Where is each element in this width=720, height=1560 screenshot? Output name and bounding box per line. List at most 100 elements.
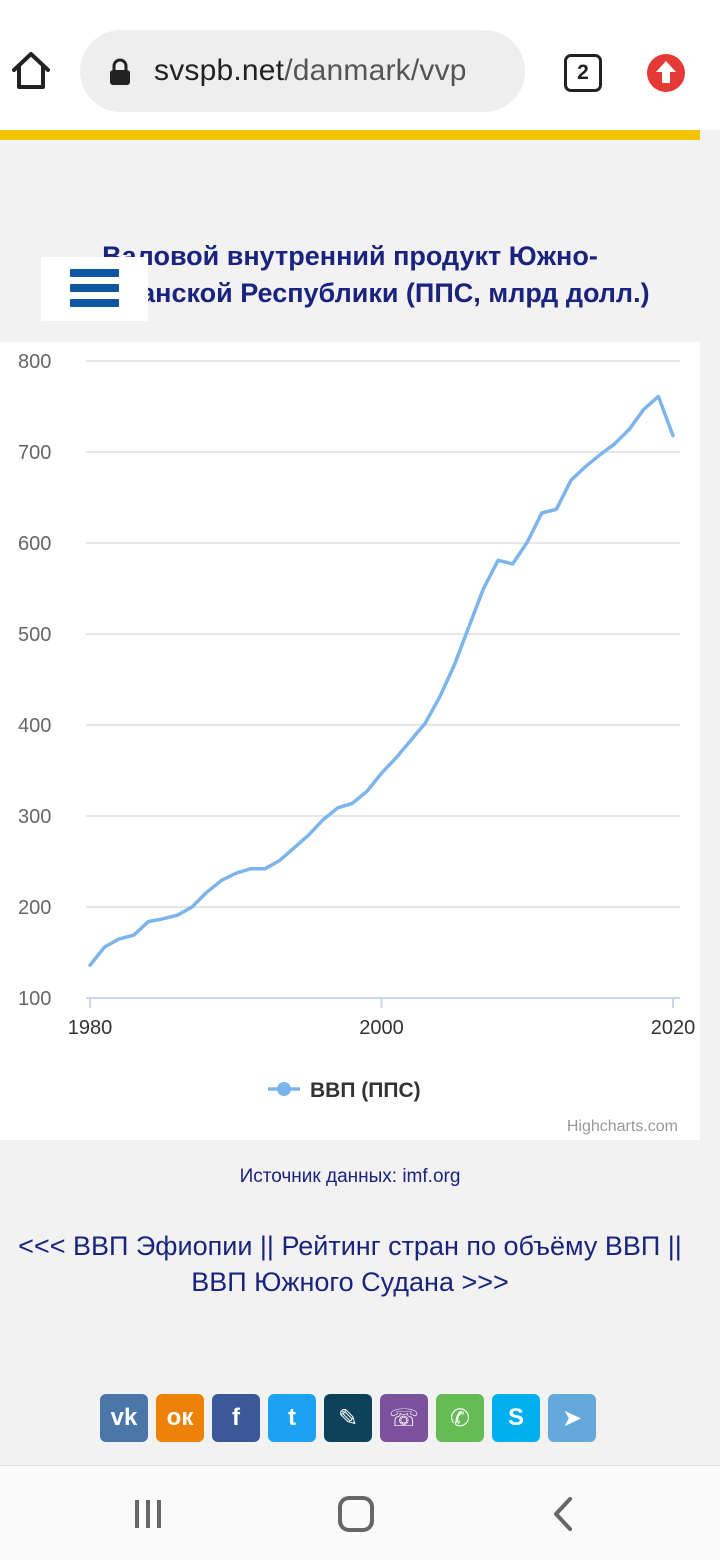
data-point[interactable]: [521, 536, 533, 548]
data-point[interactable]: [550, 503, 562, 515]
nav-separator: ||: [252, 1231, 282, 1261]
data-point[interactable]: [448, 659, 460, 671]
livejournal-icon: ✎: [337, 1404, 359, 1432]
y-tick-label: 400: [18, 715, 51, 737]
android-navigation-bar: [0, 1465, 720, 1560]
y-tick-label: 500: [18, 624, 51, 646]
url-text: svspb.net/danmark/vvp: [154, 54, 467, 88]
data-point[interactable]: [142, 916, 154, 928]
twitter-icon: t: [288, 1404, 296, 1431]
data-point[interactable]: [376, 767, 388, 779]
data-point[interactable]: [478, 583, 490, 595]
chart-title-line1: Валовой внутренний продукт Южно-: [102, 241, 598, 271]
data-point[interactable]: [361, 785, 373, 797]
vk-icon: vk: [110, 1404, 138, 1431]
data-point[interactable]: [434, 691, 446, 703]
data-point[interactable]: [303, 829, 315, 841]
legend[interactable]: ВВП (ППС): [268, 1079, 421, 1102]
data-point[interactable]: [171, 909, 183, 921]
data-point[interactable]: [638, 403, 650, 415]
hamburger-menu-button[interactable]: [41, 257, 148, 321]
share-odnoklassniki-button[interactable]: ок: [156, 1394, 204, 1442]
share-livejournal-button[interactable]: ✎: [324, 1394, 372, 1442]
skype-icon: S: [507, 1404, 524, 1431]
data-point[interactable]: [492, 554, 504, 566]
data-point[interactable]: [405, 734, 417, 746]
y-tick-label: 700: [18, 442, 51, 464]
data-point[interactable]: [215, 875, 227, 887]
hamburger-menu-icon-bar: [70, 284, 119, 292]
address-bar[interactable]: svspb.net/danmark/vvp: [80, 30, 525, 112]
data-point[interactable]: [652, 390, 664, 402]
odnoklassniki-icon: ок: [166, 1404, 194, 1431]
data-point[interactable]: [609, 438, 621, 450]
data-point[interactable]: [128, 929, 140, 941]
data-point[interactable]: [623, 423, 635, 435]
x-axis: 1980 2000 2020: [68, 997, 696, 1039]
data-point[interactable]: [463, 621, 475, 633]
telegram-icon: ➤: [561, 1404, 583, 1432]
x-tick-label: 1980: [68, 1017, 113, 1039]
share-skype-button[interactable]: S: [492, 1394, 540, 1442]
data-point[interactable]: [565, 474, 577, 486]
tab-switcher-button[interactable]: 2: [564, 54, 602, 92]
back-icon[interactable]: [550, 1496, 576, 1532]
share-telegram-button[interactable]: ➤: [548, 1394, 596, 1442]
data-point[interactable]: [317, 814, 329, 826]
next-country-link[interactable]: ВВП Южного Судана >>>: [191, 1267, 509, 1297]
data-point[interactable]: [186, 901, 198, 913]
x-tick-label: 2000: [359, 1017, 404, 1039]
highcharts-credits[interactable]: Highcharts.com: [567, 1118, 678, 1135]
data-point[interactable]: [419, 717, 431, 729]
hamburger-menu-icon-bar: [70, 299, 119, 307]
share-twitter-button[interactable]: t: [268, 1394, 316, 1442]
country-rating-link[interactable]: Рейтинг стран по объёму ВВП: [281, 1231, 661, 1261]
data-point[interactable]: [273, 855, 285, 867]
series-line-gdp-ppp[interactable]: [88, 394, 675, 967]
share-facebook-button[interactable]: f: [212, 1394, 260, 1442]
data-point[interactable]: [244, 863, 256, 875]
data-point[interactable]: [259, 863, 271, 875]
share-whatsapp-button[interactable]: ✆: [436, 1394, 484, 1442]
nav-separator: ||: [660, 1231, 682, 1261]
data-point[interactable]: [157, 913, 169, 925]
header-accent-line: [0, 130, 700, 140]
recent-apps-icon[interactable]: [132, 1498, 164, 1530]
data-point[interactable]: [536, 507, 548, 519]
data-point[interactable]: [230, 867, 242, 879]
data-point[interactable]: [390, 752, 402, 764]
chart-panel: 100 200 300 400 500 600 700 800 1980 2000 2020 ВВ…: [0, 342, 700, 1140]
whatsapp-icon: ✆: [449, 1404, 471, 1432]
home-icon[interactable]: [8, 48, 54, 94]
data-point[interactable]: [667, 430, 679, 442]
home-nav-icon[interactable]: [338, 1496, 374, 1532]
y-tick-label: 800: [18, 351, 51, 373]
update-icon[interactable]: [646, 53, 686, 93]
data-point[interactable]: [113, 933, 125, 945]
legend-label[interactable]: ВВП (ППС): [310, 1079, 421, 1102]
data-point[interactable]: [594, 449, 606, 461]
data-point[interactable]: [580, 461, 592, 473]
url-domain: svspb.net: [154, 54, 285, 87]
legend-marker: [277, 1082, 291, 1096]
browser-toolbar: svspb.net/danmark/vvp 2: [0, 0, 720, 130]
y-tick-label: 200: [18, 897, 51, 919]
data-point[interactable]: [84, 959, 96, 971]
chart-title-line2: Африканской Республики (ППС, млрд долл.): [50, 278, 650, 308]
data-point[interactable]: [201, 886, 213, 898]
data-point[interactable]: [332, 802, 344, 814]
y-tick-label: 100: [18, 988, 51, 1010]
share-viber-button[interactable]: ☏: [380, 1394, 428, 1442]
facebook-icon: f: [232, 1404, 240, 1431]
data-point[interactable]: [507, 558, 519, 570]
prev-country-link[interactable]: <<< ВВП Эфиопии: [18, 1231, 253, 1261]
x-tick-label: 2020: [651, 1017, 696, 1039]
share-vk-button[interactable]: vk: [100, 1394, 148, 1442]
data-point[interactable]: [346, 797, 358, 809]
data-point[interactable]: [99, 941, 111, 953]
chart-title: Валовой внутренний продукт Южно- Африкан…: [0, 238, 700, 312]
y-tick-label: 600: [18, 533, 51, 555]
data-point[interactable]: [288, 842, 300, 854]
url-path: /danmark/vvp: [284, 54, 467, 87]
country-nav-links: <<< ВВП Эфиопии || Рейтинг стран по объё…: [0, 1228, 700, 1300]
